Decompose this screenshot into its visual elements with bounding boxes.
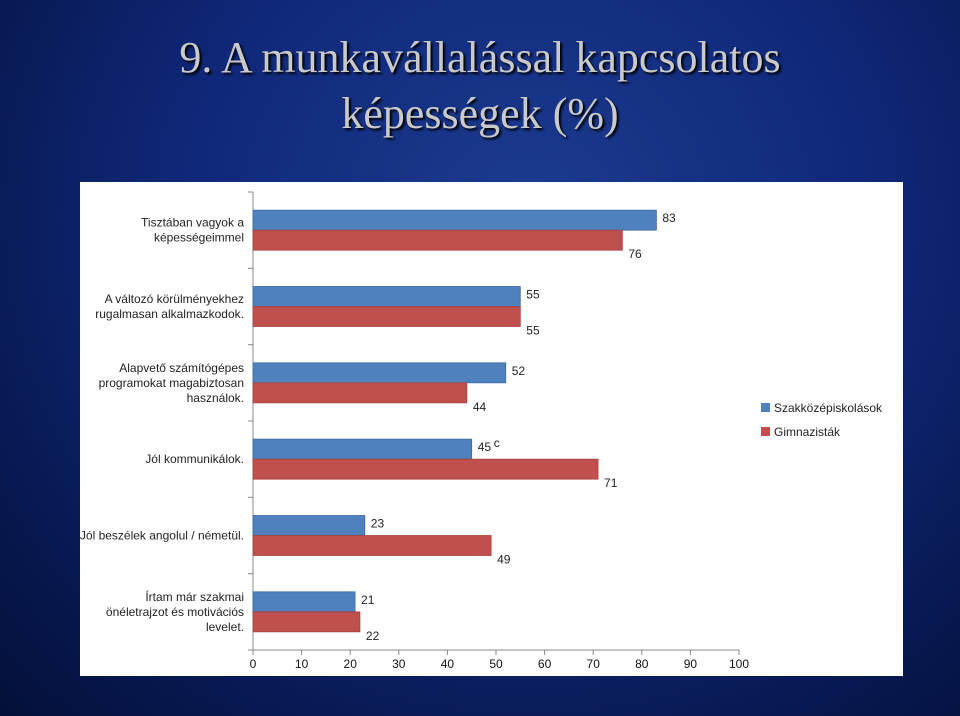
category-label: A változó körülményekhez rugalmasan alkal… — [95, 292, 244, 321]
bar-gimnazistak — [252, 306, 521, 327]
category-label-line: Tisztában vagyok a — [141, 216, 244, 230]
slide-title-line2: képességek (%) — [341, 89, 619, 138]
bar-gimnazistak — [252, 382, 468, 404]
category-label-line: Alapvető számítógépes — [119, 361, 244, 375]
bar-chart: 0 10 20 30 40 50 60 70 80 90 100 83 76 Tisztában vagy… — [80, 191, 883, 671]
bar-szakkozepiskolasok — [252, 591, 356, 613]
data-label: 22 — [366, 629, 380, 643]
bar-gimnazistak — [252, 535, 492, 556]
legend-entry: Gimnazisták — [774, 425, 841, 439]
data-label: 23 — [371, 517, 385, 531]
slide-title-line1: 9. A munkavállalással kapcsolatos — [179, 33, 781, 82]
x-tick-label: 70 — [587, 657, 601, 671]
x-tick-label: 60 — [538, 657, 552, 671]
legend-swatch — [761, 427, 770, 436]
category-label: Írtam már szakmai önéletrajzot és motivác… — [106, 589, 244, 634]
bar-gimnazistak — [252, 458, 599, 480]
bar-szakkozepiskolasok — [252, 362, 507, 384]
x-tick-label: 100 — [729, 657, 749, 671]
x-tick-label: 90 — [684, 657, 698, 671]
data-label: 45 — [478, 440, 492, 454]
data-label: 52 — [512, 364, 526, 378]
bar-szakkozepiskolasok — [252, 209, 657, 231]
x-tick-label: 80 — [635, 657, 649, 671]
category-label-line: A változó körülményekhez — [105, 292, 244, 306]
category-label-line: Jól kommunikálok. — [145, 452, 244, 466]
x-tick-label: 0 — [250, 657, 257, 671]
legend-swatch — [761, 403, 770, 412]
bar-szakkozepiskolasok — [252, 515, 366, 536]
data-label: 55 — [526, 324, 540, 338]
bar-gimnazistak — [252, 611, 361, 633]
x-tick-label: 40 — [441, 657, 455, 671]
category-label-line: programokat magabiztosan — [99, 376, 244, 390]
category-label-line: önéletrajzot és motivációs — [106, 605, 244, 619]
x-tick-label: 20 — [344, 657, 358, 671]
category-label: Tisztában vagyok a képességeimmel — [141, 216, 244, 245]
bar-szakkozepiskolasok — [252, 286, 521, 307]
stray-label: c — [494, 436, 500, 450]
category-label: Jól beszélek angolul / németül. — [80, 529, 244, 543]
data-label: 76 — [628, 247, 642, 261]
category-label-line: rugalmasan alkalmazkodok. — [95, 307, 244, 321]
category-label: Alapvető számítógépes programokat magabiz… — [99, 361, 244, 405]
category-label-line: képességeimmel — [154, 231, 244, 245]
slide-title: 9. A munkavállalással kapcsolatos képess… — [0, 30, 960, 142]
category-label-line: használok. — [187, 391, 244, 405]
x-tick-label: 10 — [295, 657, 309, 671]
data-label: 49 — [497, 553, 511, 567]
category-label-line: Jól beszélek angolul / németül. — [80, 529, 244, 543]
legend-entry: Szakközépiskolások — [774, 401, 883, 415]
bar-szakkozepiskolasok — [252, 438, 473, 460]
data-label: 21 — [361, 593, 375, 607]
data-label: 55 — [526, 288, 540, 302]
bar-gimnazistak — [252, 229, 623, 251]
category-label-line: levelet. — [206, 620, 244, 634]
category-label: Jól kommunikálok. — [145, 452, 244, 466]
x-tick-label: 50 — [489, 657, 503, 671]
chart-card: 0 10 20 30 40 50 60 70 80 90 100 83 76 Tisztában vagy… — [80, 182, 903, 676]
data-label: 71 — [604, 476, 618, 490]
data-label: 83 — [662, 211, 676, 225]
category-label-line: Írtam már szakmai — [145, 589, 244, 604]
x-tick-label: 30 — [392, 657, 406, 671]
data-label: 44 — [473, 400, 487, 414]
